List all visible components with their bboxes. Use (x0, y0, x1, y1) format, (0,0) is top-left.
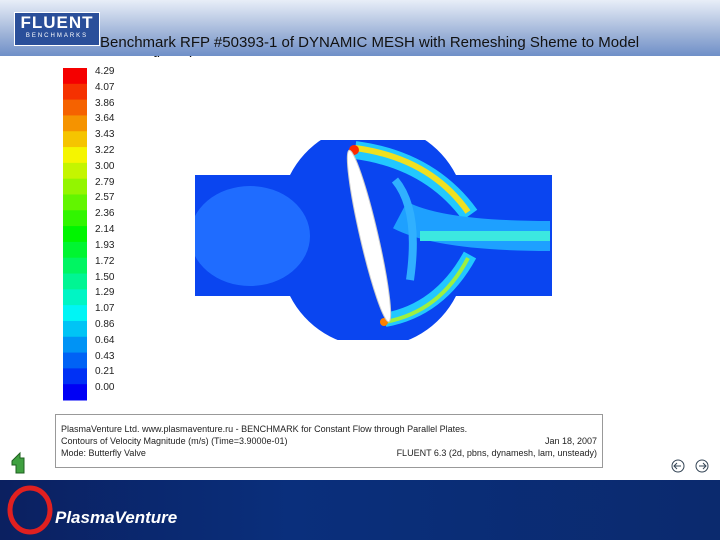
colorbar-swatch (63, 305, 87, 322)
info-model: Mode: Butterfly Valve (61, 448, 146, 458)
colorbar-swatch (63, 352, 87, 369)
colorbar-label: 3.86 (95, 97, 115, 109)
colorbar-label: 3.43 (95, 129, 115, 141)
logo-text: FLUENT (20, 13, 94, 32)
info-line: PlasmaVenture Ltd. www.plasmaventure.ru … (61, 424, 468, 434)
colorbar-label: 0.43 (95, 350, 115, 362)
colorbar-label: 0.64 (95, 334, 115, 346)
colorbar-swatch (63, 83, 87, 101)
colorbar-swatch (63, 384, 87, 401)
colorbar-swatch (63, 162, 87, 180)
colorbar-swatch (63, 178, 87, 195)
colorbar-label: 2.36 (95, 208, 115, 220)
colorbar-swatch (63, 99, 87, 116)
brand-logo (7, 485, 53, 535)
brand: PlasmaVenture (55, 508, 178, 527)
colorbar-swatch (63, 68, 87, 85)
colorbar-label: 2.14 (95, 224, 115, 236)
colorbar-label: 3.64 (95, 113, 115, 125)
colorbar-swatch (63, 336, 87, 354)
colorbar-label: 1.72 (95, 255, 115, 267)
info-line: Contours of Velocity Magnitude (m/s) (Ti… (61, 436, 288, 446)
colorbar-label: 4.29 (95, 66, 115, 77)
colorbar-label: 0.86 (95, 318, 115, 330)
nav-buttons (671, 459, 709, 473)
logo-sub: BENCHMARKS (25, 33, 89, 39)
colorbar-label: 1.93 (95, 239, 115, 251)
colorbar-label: 1.50 (95, 271, 115, 283)
colorbar-swatch (63, 210, 87, 227)
colorbar-swatch (63, 115, 87, 132)
colorbar-swatch (63, 257, 87, 275)
colorbar-swatch (63, 368, 87, 385)
footer-bar (0, 480, 720, 540)
info-box: PlasmaVenture Ltd. www.plasmaventure.ru … (55, 414, 603, 468)
colorbar-swatch (63, 147, 87, 164)
colorbar-label: 1.29 (95, 287, 115, 299)
colorbar-label: 3.00 (95, 160, 115, 172)
back-arrow (11, 451, 25, 474)
info-date: Jan 18, 2007 (544, 436, 597, 446)
colorbar-label: 2.57 (95, 192, 115, 204)
plot (11, 68, 709, 474)
fluent-logo: FLUENT BENCHMARKS (14, 12, 100, 46)
colorbar-label: 2.79 (95, 176, 115, 188)
colorbar-swatch (63, 273, 87, 290)
colorbar-swatch (63, 241, 87, 259)
valve-blade (346, 149, 392, 323)
colorbar-label: 3.22 (95, 145, 115, 157)
colorbar-label: 0.00 (95, 382, 115, 394)
colorbar-swatch (63, 289, 87, 306)
colorbar-swatch (63, 320, 87, 338)
colorbar-label: 1.07 (95, 303, 115, 315)
colorbar-swatch (63, 131, 87, 148)
info-solver: FLUENT 6.3 (2d, pbns, dynamesh, lam, uns… (396, 448, 597, 458)
colorbar-label: 4.07 (95, 81, 115, 93)
colorbar-swatch (63, 226, 87, 243)
top-bar (0, 0, 720, 56)
colorbar-swatch (63, 194, 87, 211)
colorbar (63, 68, 87, 401)
title-line: Benchmark RFP #50393-1 of DYNAMIC MESH w… (100, 34, 640, 51)
colorbar-label: 0.21 (95, 366, 115, 378)
